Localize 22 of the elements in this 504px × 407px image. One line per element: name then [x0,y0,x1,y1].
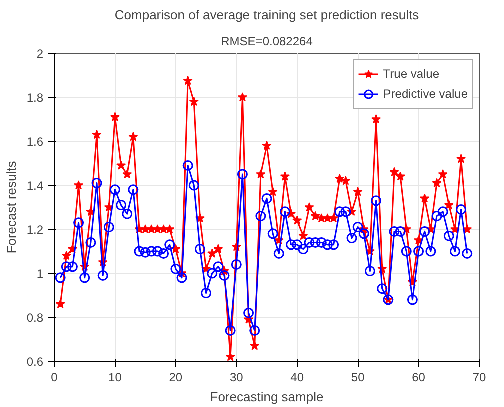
chart-title: Comparison of average training set prediction results [114,8,420,22]
x-tick-label: 10 [108,370,122,384]
x-tick-label: 50 [351,370,366,384]
y-tick-label: 2 [36,47,44,61]
y-tick-label: 0.6 [26,355,44,369]
legend-label: True value [383,67,440,81]
x-tick-label: 60 [412,370,426,384]
x-tick-label: 0 [51,370,58,384]
x-tick-label: 30 [230,370,244,384]
y-tick-label: 1.4 [26,179,44,193]
chart-subtitle: RMSE=0.082264 [221,34,314,48]
y-tick-label: 1.6 [26,135,44,149]
y-tick-label: 1.8 [26,91,44,105]
x-axis-title: Forecasting sample [210,390,324,404]
y-axis-title: Forecast results [4,160,19,254]
y-tick-label: 1.2 [26,223,44,237]
y-tick-label: 1 [36,267,44,281]
x-tick-label: 70 [472,370,486,384]
y-tick-label: 0.8 [26,311,44,325]
x-tick-label: 40 [290,370,304,384]
legend-label: Predictive value [383,87,468,101]
x-tick-label: 20 [169,370,183,384]
